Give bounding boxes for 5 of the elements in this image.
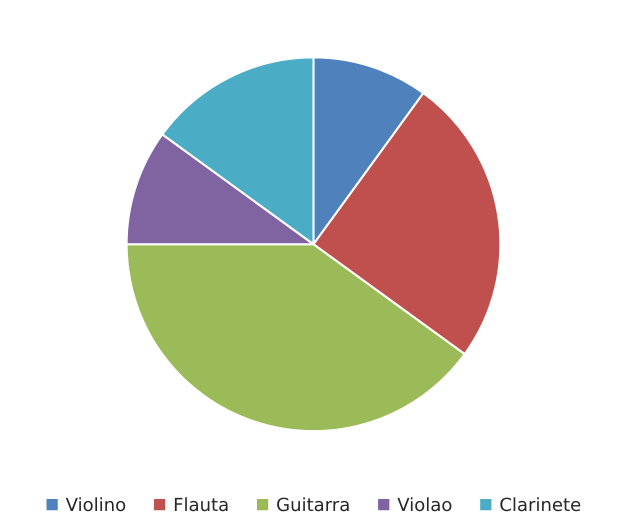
legend-label: Flauta: [174, 497, 228, 512]
legend-label: Clarinete: [500, 497, 580, 512]
legend-label: Violao: [397, 497, 452, 512]
legend-label: Guitarra: [277, 497, 349, 512]
legend-label: Violino: [66, 497, 126, 512]
